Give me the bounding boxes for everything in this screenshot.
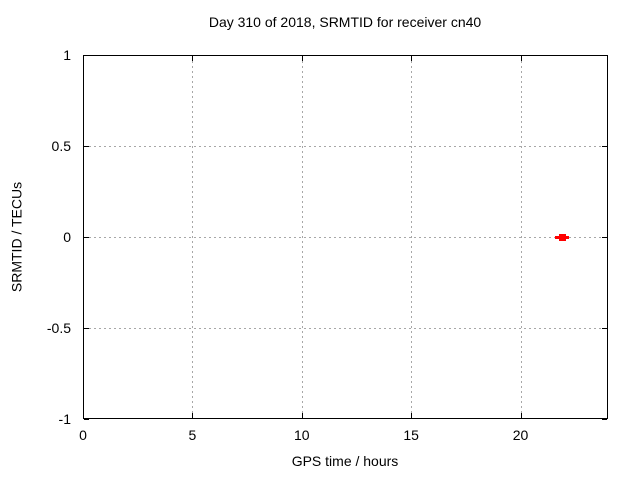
x-tick-label: 5 xyxy=(188,427,197,443)
y-tick-label: 1 xyxy=(63,47,71,63)
y-tick-left xyxy=(84,237,89,238)
y-tick-right xyxy=(602,237,607,238)
x-tick-label: 10 xyxy=(293,427,310,443)
y-tick-label: -0.5 xyxy=(46,320,71,336)
x-tick-bottom xyxy=(83,413,84,418)
y-tick-right xyxy=(602,328,607,329)
x-tick-bottom xyxy=(411,413,413,418)
x-tick-bottom xyxy=(192,413,194,418)
x-tick-top xyxy=(192,56,194,61)
data-point-marker xyxy=(559,234,567,241)
x-tick-label: 15 xyxy=(403,427,419,443)
y-tick-left xyxy=(84,146,89,147)
y-tick-label: 0.5 xyxy=(51,138,71,154)
y-tick-right xyxy=(602,146,607,147)
x-tick-label: 20 xyxy=(512,427,529,443)
y-tick-left xyxy=(84,328,89,329)
x-axis-title: GPS time / hours xyxy=(291,453,399,469)
y-tick-right xyxy=(602,419,607,420)
y-tick-label: 0 xyxy=(63,229,71,245)
x-tick-top xyxy=(411,56,413,61)
x-tick-bottom xyxy=(301,413,303,418)
x-tick-top xyxy=(301,56,303,61)
horizontal-gridline xyxy=(84,328,607,329)
y-tick-label: -1 xyxy=(58,411,71,427)
x-tick-bottom xyxy=(520,413,522,418)
y-tick-left xyxy=(84,55,89,56)
y-tick-right xyxy=(602,55,607,56)
x-tick-top xyxy=(83,56,84,61)
x-tick-top xyxy=(520,56,522,61)
horizontal-gridline xyxy=(84,237,607,238)
chart-title: Day 310 of 2018, SRMTID for receiver cn4… xyxy=(208,14,482,30)
horizontal-gridline xyxy=(84,146,607,147)
x-tick-label: 0 xyxy=(79,427,87,443)
y-tick-left xyxy=(84,419,89,420)
